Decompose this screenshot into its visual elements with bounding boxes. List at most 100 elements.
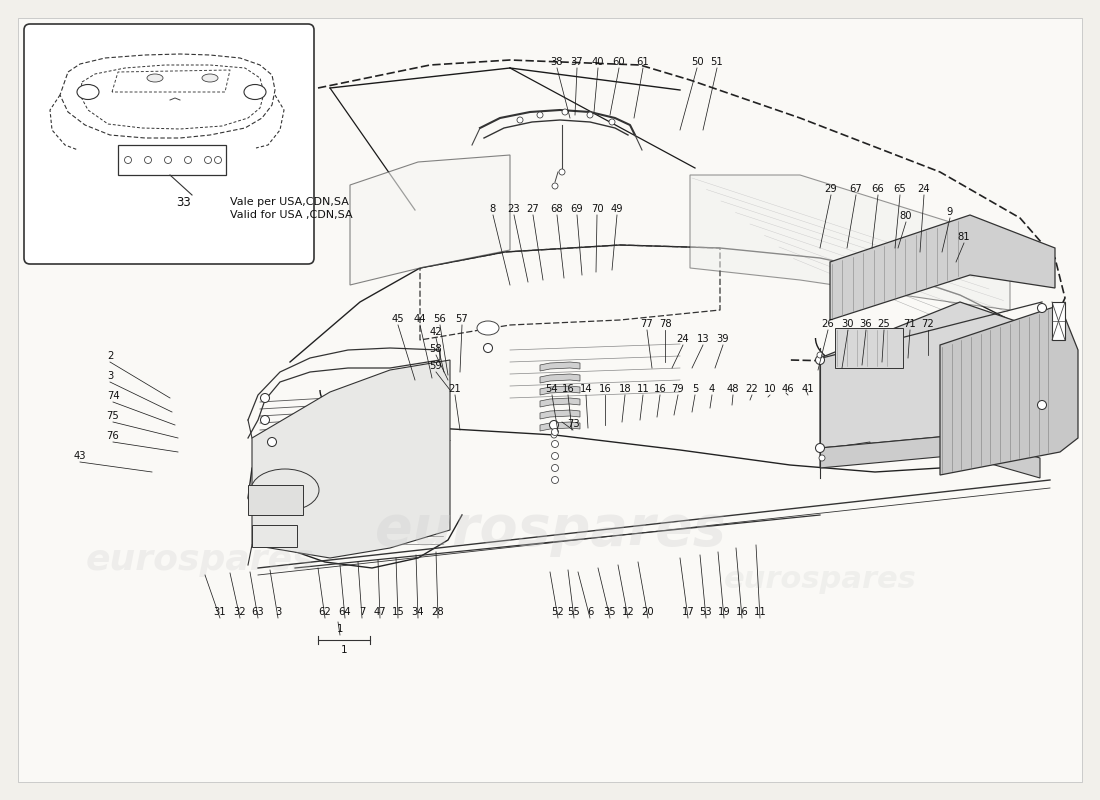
Circle shape (537, 112, 543, 118)
Text: 45: 45 (392, 314, 405, 324)
Text: 22: 22 (746, 384, 758, 394)
Text: 24: 24 (917, 184, 931, 194)
Circle shape (815, 443, 825, 453)
Ellipse shape (477, 321, 499, 335)
Polygon shape (820, 435, 1040, 478)
Text: 51: 51 (711, 57, 724, 67)
Text: 54: 54 (546, 384, 559, 394)
Text: 8: 8 (490, 204, 496, 214)
Text: 34: 34 (411, 607, 425, 617)
Text: 1: 1 (337, 624, 343, 634)
Text: 2: 2 (107, 351, 113, 361)
Text: 25: 25 (878, 319, 890, 329)
Text: 10: 10 (763, 384, 777, 394)
Polygon shape (540, 374, 580, 383)
Bar (835, 328, 903, 368)
Ellipse shape (202, 74, 218, 82)
Text: 62: 62 (319, 607, 331, 617)
Polygon shape (820, 302, 1050, 448)
Polygon shape (540, 398, 580, 407)
Polygon shape (690, 175, 1010, 310)
Text: 11: 11 (754, 607, 767, 617)
Text: 74: 74 (107, 391, 119, 401)
Text: 16: 16 (653, 384, 667, 394)
Text: 32: 32 (233, 607, 246, 617)
Text: eurospares: eurospares (724, 566, 916, 594)
Ellipse shape (77, 85, 99, 99)
Circle shape (562, 109, 568, 115)
Text: 6: 6 (586, 607, 593, 617)
Bar (252, 525, 297, 547)
Polygon shape (940, 305, 1078, 475)
Text: 12: 12 (621, 607, 635, 617)
Text: 44: 44 (414, 314, 427, 324)
Text: 21: 21 (449, 384, 461, 394)
Circle shape (484, 343, 493, 353)
Polygon shape (540, 422, 580, 431)
Text: 39: 39 (717, 334, 729, 344)
Text: 75: 75 (107, 411, 120, 421)
Text: 29: 29 (825, 184, 837, 194)
Circle shape (1037, 401, 1046, 410)
Circle shape (559, 169, 565, 175)
Text: 50: 50 (691, 57, 703, 67)
Text: 31: 31 (213, 607, 227, 617)
Text: 76: 76 (107, 431, 120, 441)
Text: 38: 38 (551, 57, 563, 67)
Text: 71: 71 (903, 319, 916, 329)
Text: 35: 35 (604, 607, 616, 617)
Text: Valid for USA ,CDN,SA: Valid for USA ,CDN,SA (230, 210, 353, 220)
Polygon shape (830, 215, 1055, 320)
Text: 60: 60 (613, 57, 625, 67)
Polygon shape (350, 155, 510, 285)
Bar (248, 485, 302, 515)
Polygon shape (540, 410, 580, 419)
Text: 3: 3 (107, 371, 113, 381)
Text: 11: 11 (637, 384, 649, 394)
Text: 80: 80 (900, 211, 912, 221)
Circle shape (517, 117, 522, 123)
Text: 48: 48 (727, 384, 739, 394)
Text: 30: 30 (842, 319, 855, 329)
Circle shape (815, 355, 825, 365)
Circle shape (551, 432, 557, 438)
Ellipse shape (244, 85, 266, 99)
Text: 77: 77 (640, 319, 653, 329)
Circle shape (552, 183, 558, 189)
Text: 46: 46 (782, 384, 794, 394)
Text: 81: 81 (958, 232, 970, 242)
Text: 3: 3 (275, 607, 282, 617)
Text: 19: 19 (717, 607, 730, 617)
Circle shape (165, 157, 172, 163)
Polygon shape (830, 442, 870, 465)
Text: 66: 66 (871, 184, 884, 194)
Text: 14: 14 (580, 384, 592, 394)
Text: 79: 79 (672, 384, 684, 394)
Text: 17: 17 (682, 607, 694, 617)
Text: 57: 57 (455, 314, 469, 324)
Circle shape (820, 455, 825, 461)
Text: Vale per USA,CDN,SA: Vale per USA,CDN,SA (230, 197, 349, 207)
Circle shape (551, 429, 559, 435)
Text: 65: 65 (893, 184, 906, 194)
Text: 27: 27 (527, 204, 539, 214)
Text: 58: 58 (430, 344, 442, 354)
Text: 33: 33 (177, 195, 191, 209)
Polygon shape (540, 386, 580, 395)
Circle shape (551, 441, 559, 447)
Circle shape (550, 421, 559, 430)
Text: 37: 37 (571, 57, 583, 67)
Circle shape (817, 352, 823, 358)
Text: 13: 13 (696, 334, 710, 344)
Text: 16: 16 (736, 607, 748, 617)
Text: 24: 24 (676, 334, 690, 344)
Text: 49: 49 (610, 204, 624, 214)
Text: 40: 40 (592, 57, 604, 67)
Circle shape (609, 119, 615, 125)
Text: 68: 68 (551, 204, 563, 214)
Polygon shape (252, 360, 450, 558)
Text: 5: 5 (692, 384, 698, 394)
Text: 64: 64 (339, 607, 351, 617)
Text: 26: 26 (822, 319, 835, 329)
FancyBboxPatch shape (24, 24, 313, 264)
